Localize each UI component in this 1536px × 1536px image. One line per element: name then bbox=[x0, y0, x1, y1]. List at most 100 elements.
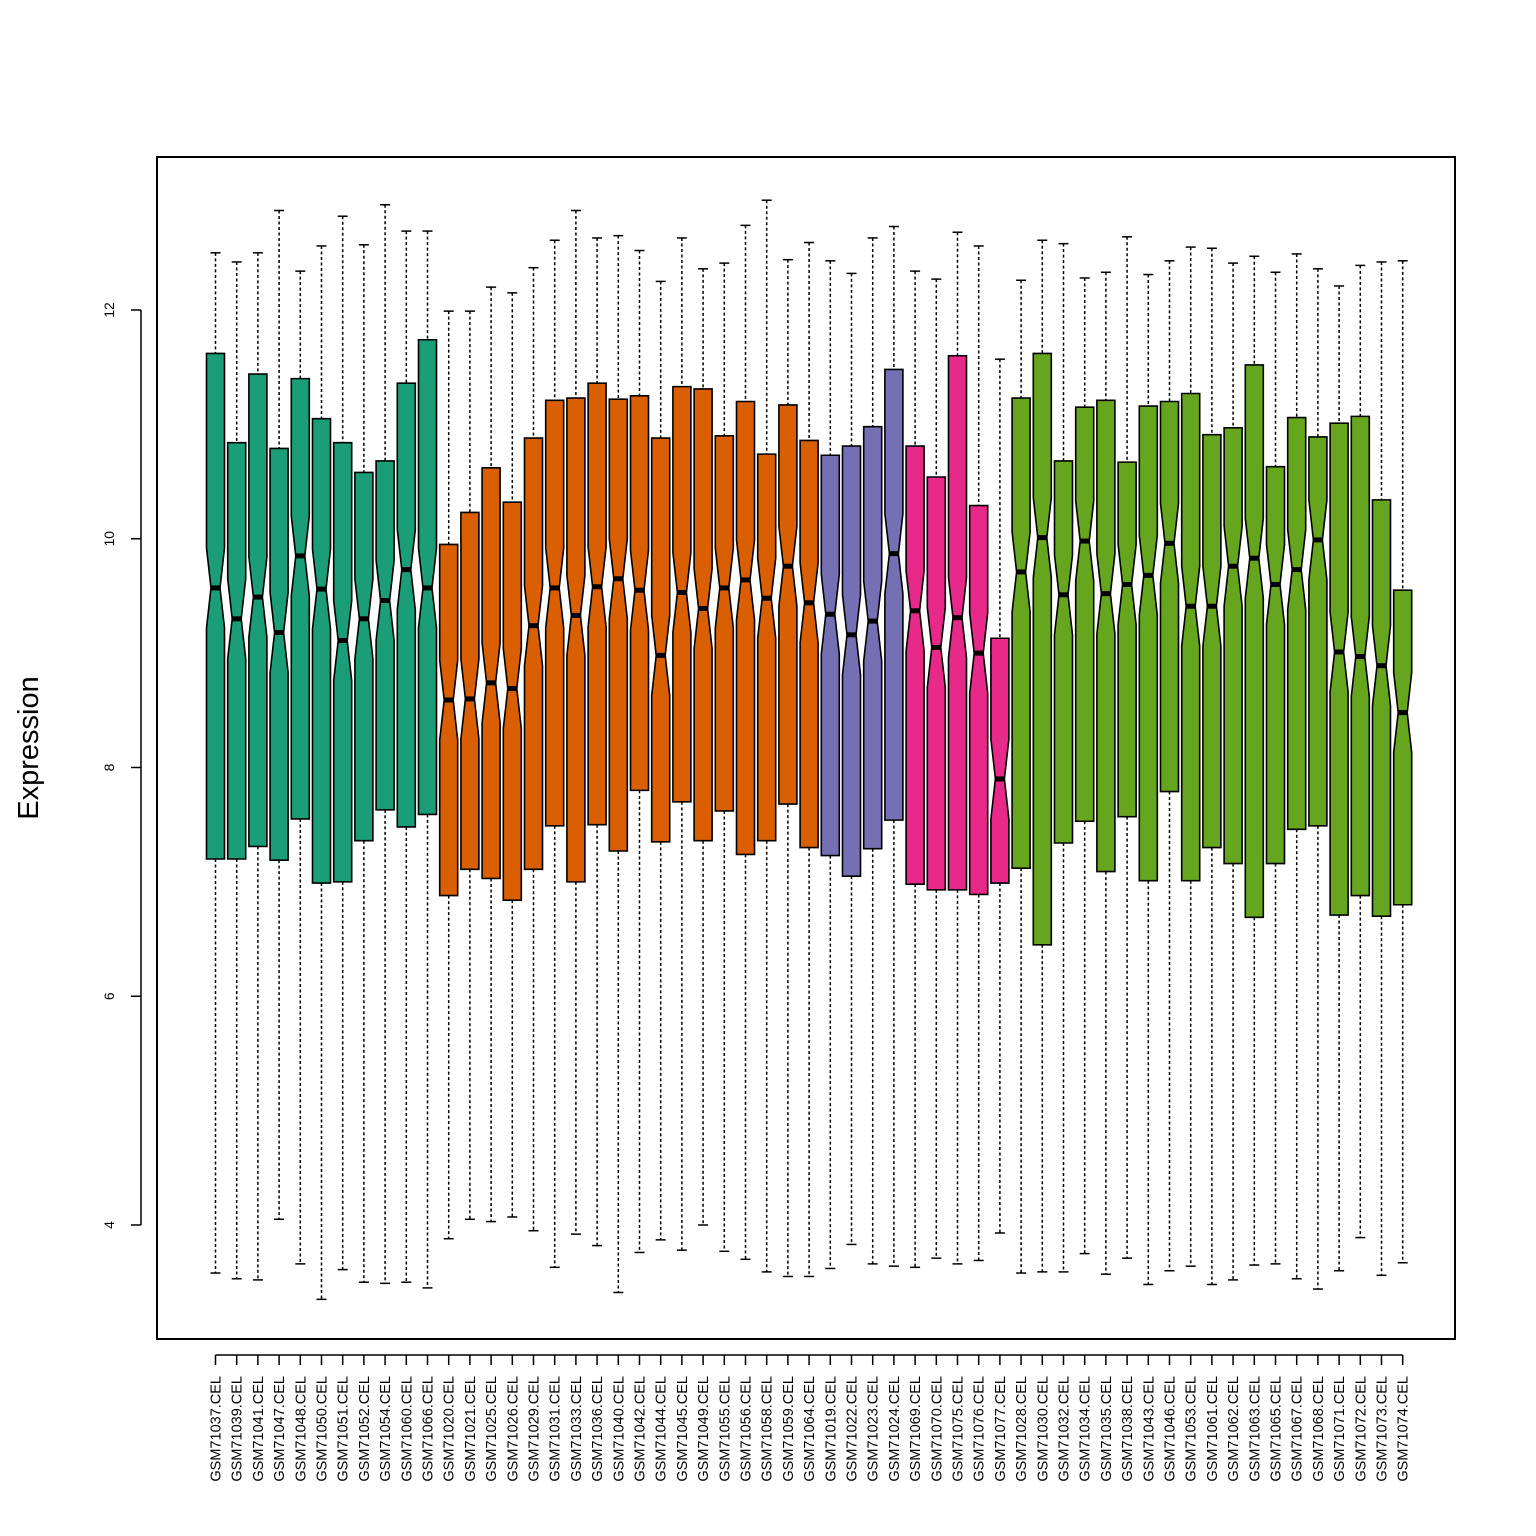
box bbox=[1074, 406, 1095, 823]
box bbox=[841, 445, 862, 877]
box bbox=[990, 637, 1010, 884]
x-tick-label: GSM71061.CEL bbox=[1205, 1376, 1221, 1482]
x-tick-label: GSM71020.CEL bbox=[442, 1376, 458, 1482]
x-tick-label: GSM71064.CEL bbox=[802, 1376, 818, 1482]
x-tick-label: GSM71073.CEL bbox=[1375, 1376, 1391, 1482]
box bbox=[523, 437, 544, 871]
box bbox=[269, 447, 289, 861]
box bbox=[650, 437, 671, 843]
x-tick-label: GSM71045.CEL bbox=[675, 1376, 691, 1482]
box bbox=[438, 543, 459, 897]
whisker-layer bbox=[210, 199, 1408, 1301]
x-tick-label: GSM71023.CEL bbox=[866, 1376, 882, 1482]
x-tick-label: GSM71022.CEL bbox=[845, 1376, 861, 1482]
x-tick-label: GSM71042.CEL bbox=[633, 1376, 649, 1482]
x-tick-label: GSM71074.CEL bbox=[1396, 1376, 1412, 1482]
x-tick-label: GSM71066.CEL bbox=[421, 1376, 437, 1482]
x-tick-label: GSM71070.CEL bbox=[929, 1376, 945, 1482]
box bbox=[1286, 416, 1307, 831]
y-tick-label: 8 bbox=[101, 763, 117, 771]
box bbox=[1392, 589, 1413, 906]
x-tick-label: GSM71035.CEL bbox=[1099, 1376, 1115, 1482]
x-tick-label: GSM71068.CEL bbox=[1311, 1376, 1327, 1482]
box bbox=[1202, 433, 1222, 849]
x-tick-label: GSM71076.CEL bbox=[972, 1376, 988, 1482]
box bbox=[1308, 436, 1328, 827]
box bbox=[714, 435, 735, 812]
box bbox=[205, 352, 226, 860]
x-tick-label: GSM71060.CEL bbox=[399, 1376, 415, 1482]
box bbox=[417, 338, 438, 816]
box bbox=[905, 445, 925, 885]
box bbox=[1223, 427, 1243, 865]
y-tick-label: 6 bbox=[101, 992, 117, 1000]
x-tick-label: GSM71059.CEL bbox=[781, 1376, 797, 1482]
y-tick-label: 10 bbox=[101, 531, 117, 547]
box bbox=[248, 373, 268, 848]
x-tick-label: GSM71077.CEL bbox=[993, 1376, 1009, 1482]
x-tick-label: GSM71024.CEL bbox=[887, 1376, 903, 1482]
box bbox=[862, 425, 883, 850]
x-tick-label: GSM71063.CEL bbox=[1247, 1376, 1263, 1482]
x-tick-label: GSM71033.CEL bbox=[569, 1376, 585, 1482]
x-tick-label: GSM71052.CEL bbox=[357, 1376, 373, 1482]
x-tick-label: GSM71058.CEL bbox=[760, 1376, 776, 1482]
box bbox=[820, 454, 841, 857]
x-tick-label: GSM71029.CEL bbox=[527, 1376, 543, 1482]
x-tick-label: GSM71065.CEL bbox=[1269, 1376, 1285, 1482]
box bbox=[502, 501, 523, 901]
box bbox=[947, 354, 968, 891]
x-tick-label: GSM71075.CEL bbox=[951, 1376, 967, 1482]
x-tick-label: GSM71051.CEL bbox=[336, 1376, 352, 1482]
y-axis-title: Expression bbox=[13, 676, 45, 819]
box bbox=[460, 511, 480, 871]
y-tick-label: 4 bbox=[101, 1221, 117, 1229]
box bbox=[1117, 461, 1137, 818]
plot-frame bbox=[156, 156, 1456, 1340]
box bbox=[1053, 460, 1074, 844]
x-tick-label: GSM71047.CEL bbox=[272, 1376, 288, 1482]
box bbox=[226, 441, 247, 860]
box bbox=[396, 382, 417, 828]
box bbox=[481, 467, 501, 880]
x-tick-label: GSM71034.CEL bbox=[1078, 1376, 1094, 1482]
box bbox=[778, 404, 798, 805]
box bbox=[1032, 352, 1053, 946]
x-tick-label: GSM71039.CEL bbox=[230, 1376, 246, 1482]
box bbox=[1371, 499, 1392, 917]
x-tick-label: GSM71056.CEL bbox=[739, 1376, 755, 1482]
x-tick-label: GSM71072.CEL bbox=[1353, 1376, 1369, 1482]
x-tick-label: GSM71069.CEL bbox=[908, 1376, 924, 1482]
box bbox=[544, 399, 565, 827]
x-tick-label: GSM71038.CEL bbox=[1120, 1376, 1136, 1482]
box bbox=[587, 382, 607, 826]
x-tick-label: GSM71054.CEL bbox=[378, 1376, 394, 1482]
box bbox=[566, 397, 586, 883]
x-tick-label: GSM71050.CEL bbox=[315, 1376, 331, 1482]
x-tick-label: GSM71071.CEL bbox=[1332, 1376, 1348, 1482]
x-tick-label: GSM71028.CEL bbox=[1014, 1376, 1030, 1482]
x-tick-label: GSM71030.CEL bbox=[1035, 1376, 1051, 1482]
box bbox=[1244, 364, 1265, 919]
x-tick-label: GSM71043.CEL bbox=[1141, 1376, 1157, 1482]
box bbox=[629, 394, 650, 792]
box bbox=[884, 368, 904, 821]
x-tick-label: GSM71021.CEL bbox=[463, 1376, 479, 1482]
x-tick-label: GSM71067.CEL bbox=[1290, 1376, 1306, 1482]
y-tick-label: 12 bbox=[101, 302, 117, 318]
x-tick-label: GSM71019.CEL bbox=[823, 1376, 839, 1482]
box bbox=[1096, 399, 1116, 873]
box bbox=[968, 504, 989, 896]
x-tick-label: GSM71036.CEL bbox=[590, 1376, 606, 1482]
box bbox=[926, 476, 947, 891]
box bbox=[311, 417, 332, 884]
x-axis: GSM71037.CEL GSM71039.CEL GSM71041.CEL GSM7… bbox=[209, 1354, 1412, 1482]
x-tick-label: GSM71041.CEL bbox=[251, 1376, 267, 1482]
box bbox=[1011, 397, 1031, 869]
x-tick-label: GSM71046.CEL bbox=[1163, 1376, 1179, 1482]
box bbox=[693, 388, 713, 842]
box bbox=[1265, 465, 1286, 865]
box bbox=[735, 400, 756, 856]
y-axis: 4 6 8 10 12 bbox=[101, 302, 142, 1229]
